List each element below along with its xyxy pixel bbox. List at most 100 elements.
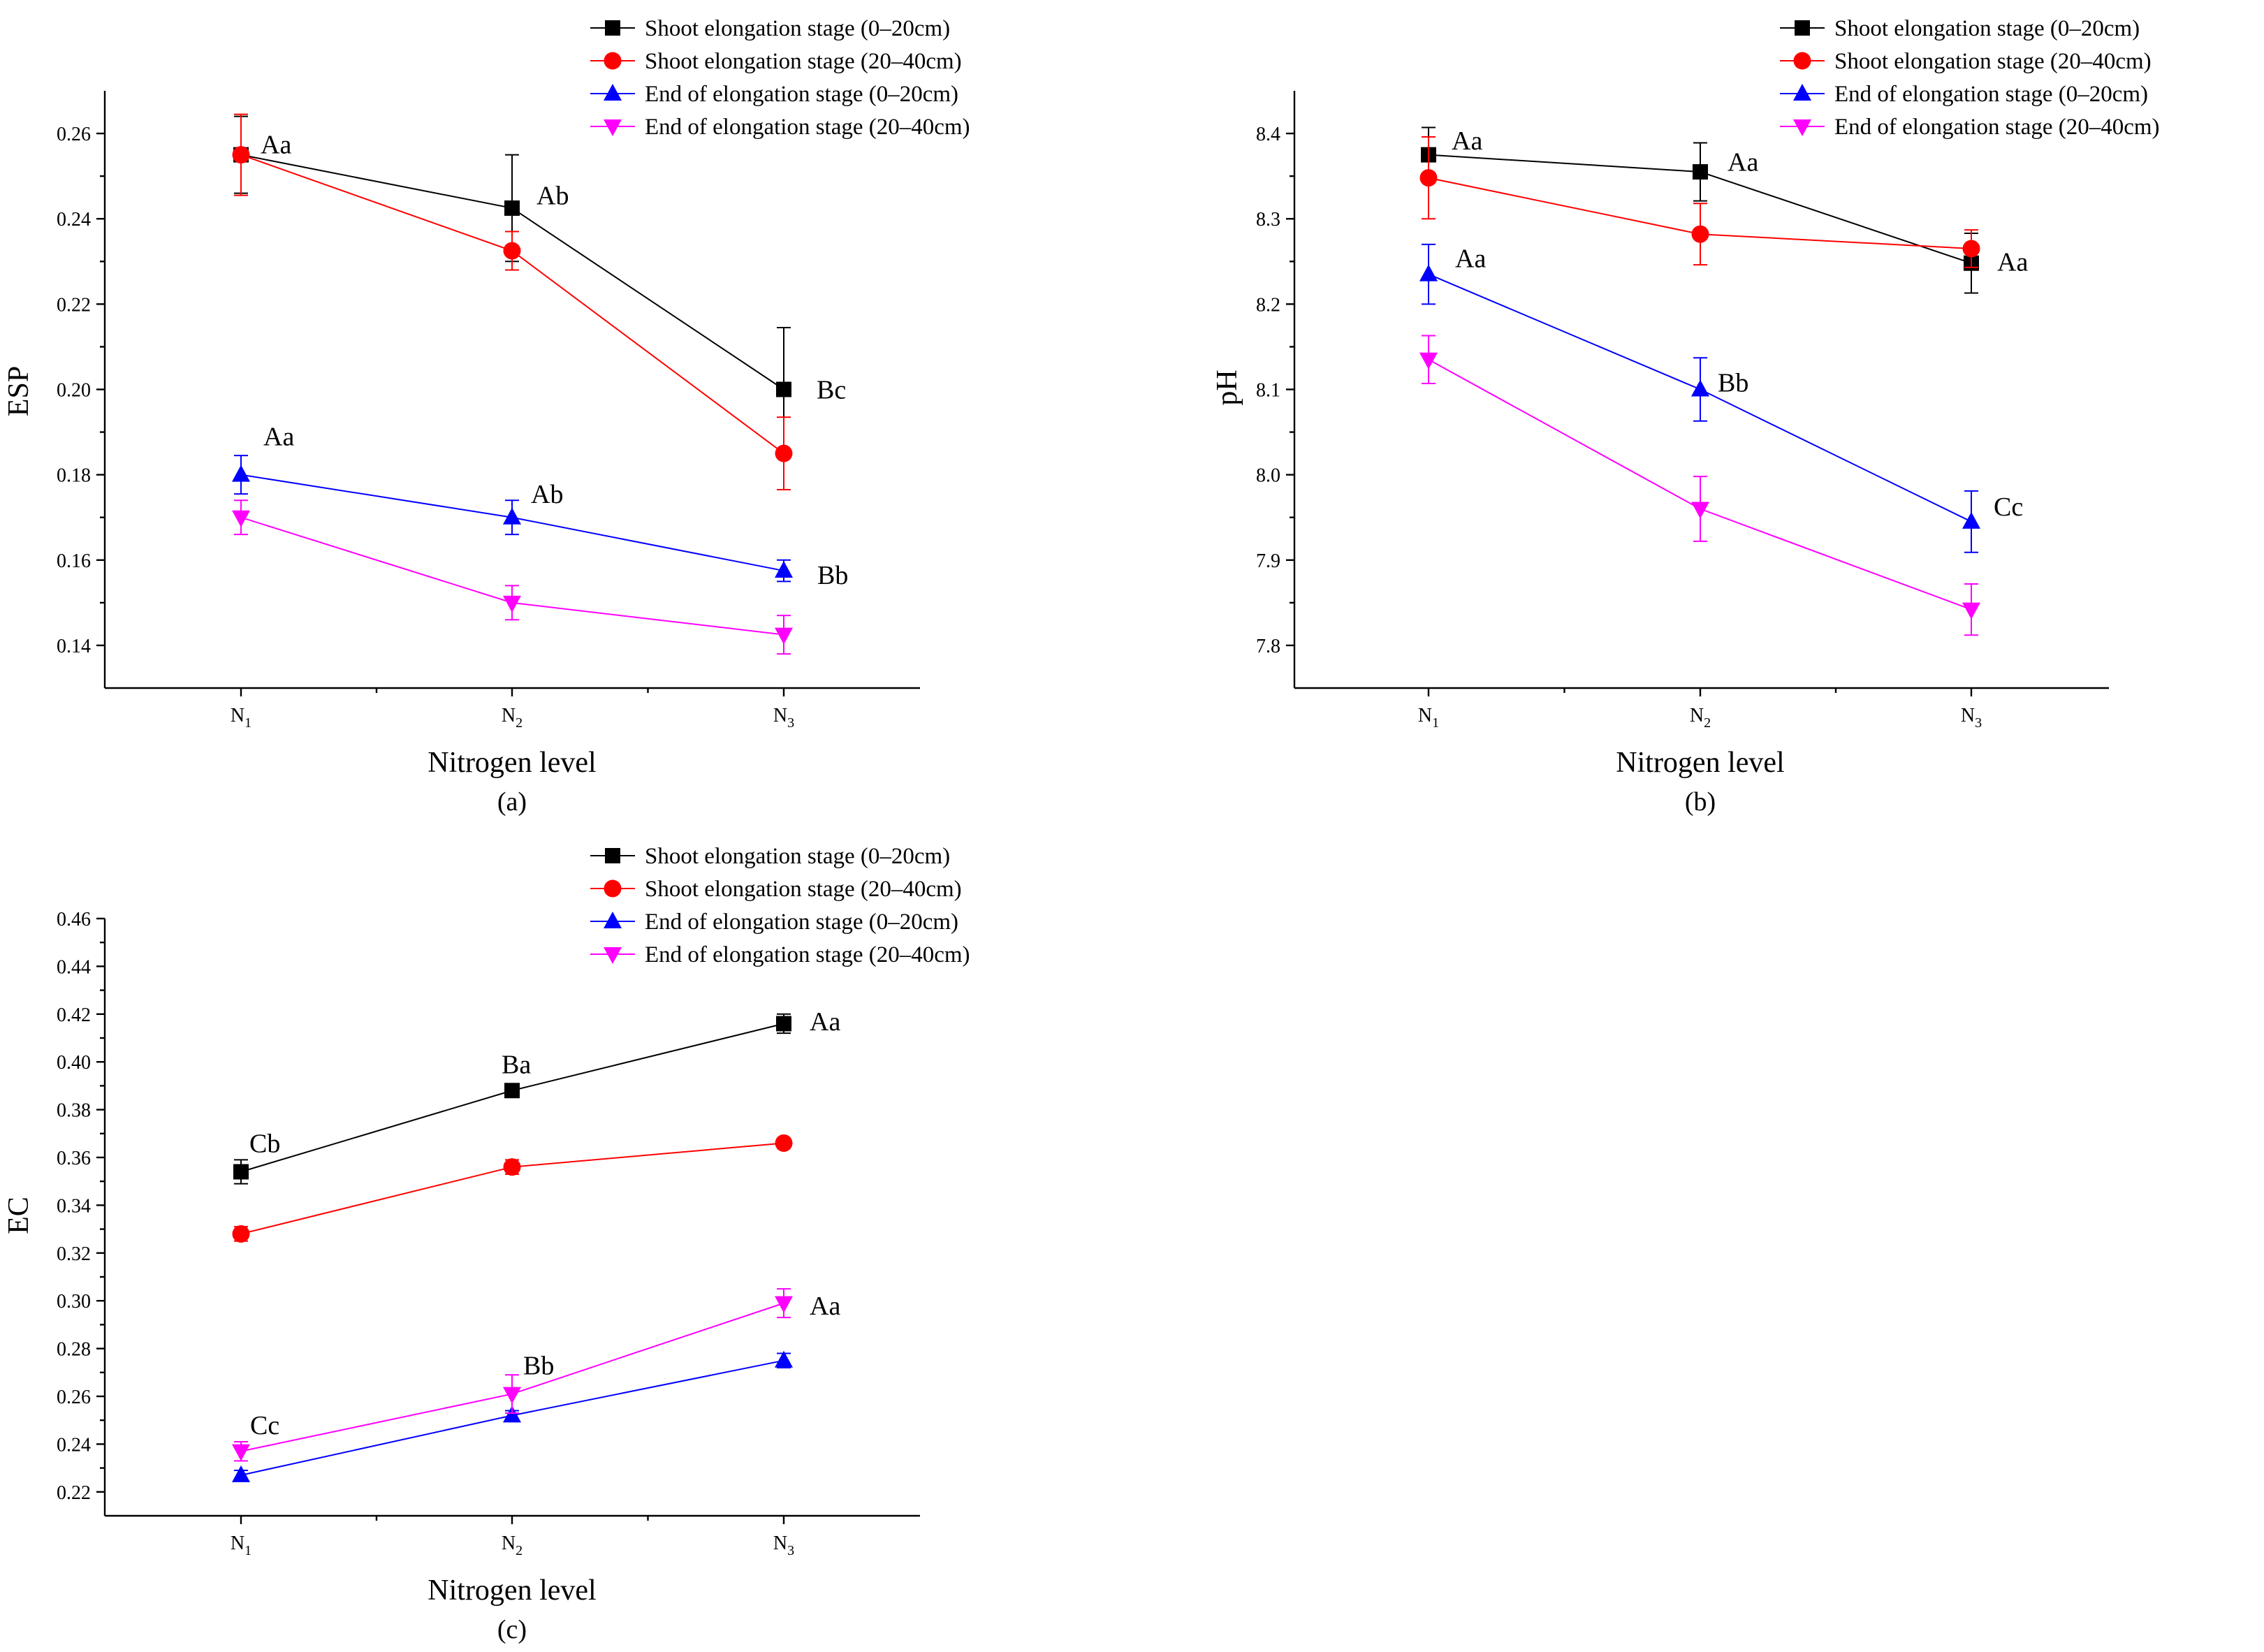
x-tick-label: N1 <box>231 705 251 731</box>
data-point <box>776 381 791 397</box>
series-1 <box>233 115 791 453</box>
series-2 <box>1419 136 1980 268</box>
legend-marker <box>604 52 622 70</box>
x-tick-label: N1 <box>231 1533 251 1558</box>
data-point <box>1691 379 1709 397</box>
legend-label: Shoot elongation stage (20–40cm) <box>1834 49 2152 74</box>
data-point <box>503 1158 521 1176</box>
legend: Shoot elongation stage (0–20cm) Shoot elo… <box>590 844 970 967</box>
y-tick-label: 0.44 <box>57 956 91 978</box>
data-point <box>232 1465 250 1482</box>
significance-label: Aa <box>1452 126 1482 156</box>
x-tick-label: N3 <box>1961 705 1982 731</box>
significance-label: Ba <box>502 1051 531 1080</box>
legend: Shoot elongation stage (0–20cm) Shoot elo… <box>590 16 970 140</box>
y-tick-label: 8.3 <box>1256 209 1280 231</box>
y-tick-label: 0.26 <box>57 1387 91 1408</box>
y-tick-label: 0.22 <box>57 1482 91 1504</box>
data-point <box>503 1405 521 1423</box>
significance-label: Cb <box>249 1129 280 1158</box>
panel-label: (b) <box>1685 787 1716 817</box>
y-tick-label: 0.20 <box>57 380 91 402</box>
data-point <box>775 1350 793 1368</box>
significance-label: Ab <box>531 480 563 509</box>
y-tick-label: 0.24 <box>57 209 91 231</box>
y-tick-label: 0.24 <box>57 1434 91 1456</box>
data-point <box>775 444 793 462</box>
series-4 <box>232 1288 793 1462</box>
y-tick-label: 8.4 <box>1256 124 1280 145</box>
y-tick-label: 0.16 <box>57 550 91 572</box>
y-tick-label: 0.42 <box>57 1004 91 1026</box>
legend-marker <box>605 848 620 863</box>
series-4 <box>232 499 793 655</box>
series-3 <box>232 455 793 583</box>
data-point <box>232 465 250 482</box>
data-point <box>776 1016 791 1032</box>
y-tick-label: 0.30 <box>57 1291 91 1313</box>
significance-label: Cc <box>250 1411 279 1440</box>
x-tick-label: N1 <box>1418 705 1439 731</box>
chart-panel-2: 7.8 7.9 8.0 8.1 8.2 8.3 8.4 N1 N2 N3 pH Nitrogen le… <box>1211 16 2160 817</box>
y-tick-label: 7.9 <box>1256 550 1280 572</box>
significance-label: Aa <box>1997 247 2028 277</box>
x-tick-label: N3 <box>773 705 794 731</box>
chart-panel-1: 0.14 0.16 0.18 0.20 0.22 0.24 0.26 N1 N2 N3 ESP Nit… <box>3 16 970 817</box>
data-point <box>1962 511 1980 529</box>
data-point <box>503 242 521 260</box>
significance-label: Ab <box>536 182 569 211</box>
panel-label: (c) <box>497 1615 527 1644</box>
data-point <box>1691 502 1709 519</box>
legend-label: Shoot elongation stage (0–20cm) <box>645 16 950 41</box>
x-axis-title: Nitrogen level <box>1616 747 1784 779</box>
legend-label: Shoot elongation stage (0–20cm) <box>645 844 950 869</box>
y-tick-label: 0.46 <box>57 909 91 930</box>
legend-marker <box>604 912 622 928</box>
significance-label: Aa <box>1728 147 1758 177</box>
series-3 <box>232 1350 793 1482</box>
data-point <box>1419 169 1438 187</box>
y-tick-label: 0.22 <box>57 294 91 316</box>
x-axis-title: Nitrogen level <box>428 1574 596 1607</box>
series-3 <box>1419 243 1980 553</box>
data-point <box>1419 352 1438 370</box>
data-point <box>775 627 793 645</box>
data-point <box>775 1296 793 1313</box>
chart-panel-3: 0.22 0.24 0.26 0.28 0.30 0.32 0.34 0.36 0.38 0.40… <box>3 844 970 1644</box>
data-point <box>232 510 250 527</box>
data-point <box>1419 264 1438 282</box>
legend-label: End of elongation stage (20–40cm) <box>1834 115 2160 140</box>
y-tick-label: 0.38 <box>57 1100 91 1122</box>
series-line <box>240 1142 784 1235</box>
data-point <box>232 1225 250 1243</box>
y-tick-label: 0.18 <box>57 465 91 487</box>
series-1 <box>233 1013 791 1185</box>
y-tick-label: 8.2 <box>1256 294 1280 316</box>
significance-label: Bc <box>817 376 846 405</box>
data-point <box>233 1164 249 1180</box>
y-tick-label: 0.34 <box>57 1195 91 1217</box>
significance-label: Aa <box>1455 244 1486 273</box>
y-tick-label: 8.0 <box>1256 465 1280 487</box>
legend-marker <box>1795 20 1810 36</box>
data-point <box>1962 240 1980 258</box>
data-point <box>232 1444 250 1461</box>
significance-label: Cc <box>1994 492 2023 522</box>
significance-label: Aa <box>810 1292 840 1321</box>
significance-label: Aa <box>263 423 294 452</box>
x-axis-title: Nitrogen level <box>428 747 596 779</box>
series-4 <box>1419 335 1980 636</box>
x-tick-label: N3 <box>773 1533 794 1558</box>
significance-label: Aa <box>261 130 291 159</box>
legend-marker <box>604 119 622 136</box>
legend-marker <box>1793 52 1811 70</box>
legend-marker <box>605 20 620 36</box>
legend-label: End of elongation stage (0–20cm) <box>645 82 958 107</box>
legend-label: End of elongation stage (20–40cm) <box>645 942 970 967</box>
data-point <box>503 595 521 613</box>
data-point <box>775 1134 793 1152</box>
x-tick-label: N2 <box>1690 705 1711 731</box>
data-point <box>503 507 521 525</box>
data-point <box>1691 225 1709 243</box>
